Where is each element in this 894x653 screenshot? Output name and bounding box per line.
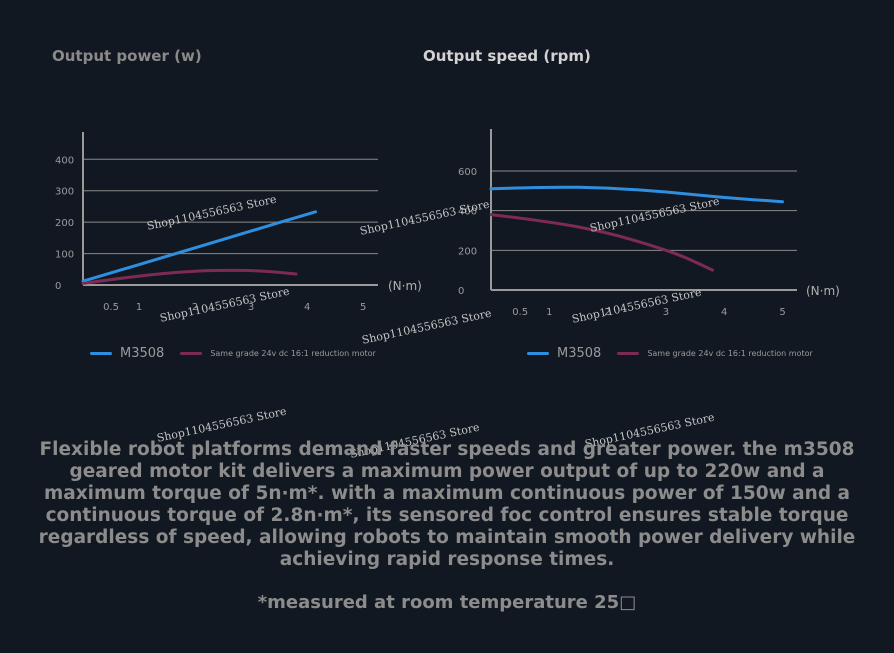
power-legend: M3508 Same grade 24v dc 16:1 reduction m… (90, 346, 376, 361)
x-tick-label: 5 (360, 302, 366, 313)
x-tick-label: 1 (136, 302, 142, 313)
x-tick-label: 0.5 (512, 307, 528, 318)
chart-title-speed: Output speed (rpm) (423, 47, 591, 65)
legend-swatch-reduction-motor (617, 352, 640, 355)
x-tick-label: 5 (779, 307, 785, 318)
x-tick-label: 0.5 (103, 302, 119, 313)
y-tick-label: 200 (458, 246, 477, 257)
x-tick-label: 2 (604, 307, 610, 318)
legend-swatch-m3508 (90, 352, 112, 355)
x-tick-label: 3 (248, 302, 254, 313)
y-tick-label: 600 (458, 167, 477, 178)
series-line-m3508 (489, 185, 785, 204)
legend-swatch-reduction-motor (180, 352, 203, 355)
series-line-same-grade-24v-dc-16-1-reduction-motor (489, 213, 715, 272)
legend-label-m3508: M3508 (120, 346, 165, 361)
x-tick-label: 4 (721, 307, 727, 318)
y-tick-label: 100 (55, 250, 74, 261)
x-tick-label: 1 (546, 307, 552, 318)
legend-label-reduction-motor: Same grade 24v dc 16:1 reduction motor (647, 349, 813, 358)
series-line-same-grade-24v-dc-16-1-reduction-motor (81, 268, 298, 285)
x-axis-unit: (N·m) (806, 284, 840, 298)
y-tick-label: 0 (55, 281, 61, 292)
legend-swatch-m3508 (527, 352, 549, 355)
y-tick-label: 0 (458, 286, 464, 297)
y-tick-label: 200 (55, 218, 74, 229)
description-paragraph: Flexible robot platforms demand faster s… (38, 439, 856, 570)
x-tick-label: 3 (663, 307, 669, 318)
x-axis-unit: (N·m) (388, 279, 422, 293)
speed-legend: M3508 Same grade 24v dc 16:1 reduction m… (527, 346, 813, 361)
y-tick-label: 400 (55, 155, 74, 166)
y-tick-label: 300 (55, 187, 74, 198)
y-tick-label: 400 (458, 207, 477, 218)
x-tick-label: 2 (192, 302, 198, 313)
series-line-m3508 (81, 210, 318, 283)
legend-label-reduction-motor: Same grade 24v dc 16:1 reduction motor (210, 349, 376, 358)
legend-label-m3508: M3508 (557, 346, 602, 361)
x-tick-label: 4 (304, 302, 310, 313)
footnote: *measured at room temperature 25□ (257, 592, 637, 613)
chart-title-power: Output power (w) (52, 47, 202, 65)
